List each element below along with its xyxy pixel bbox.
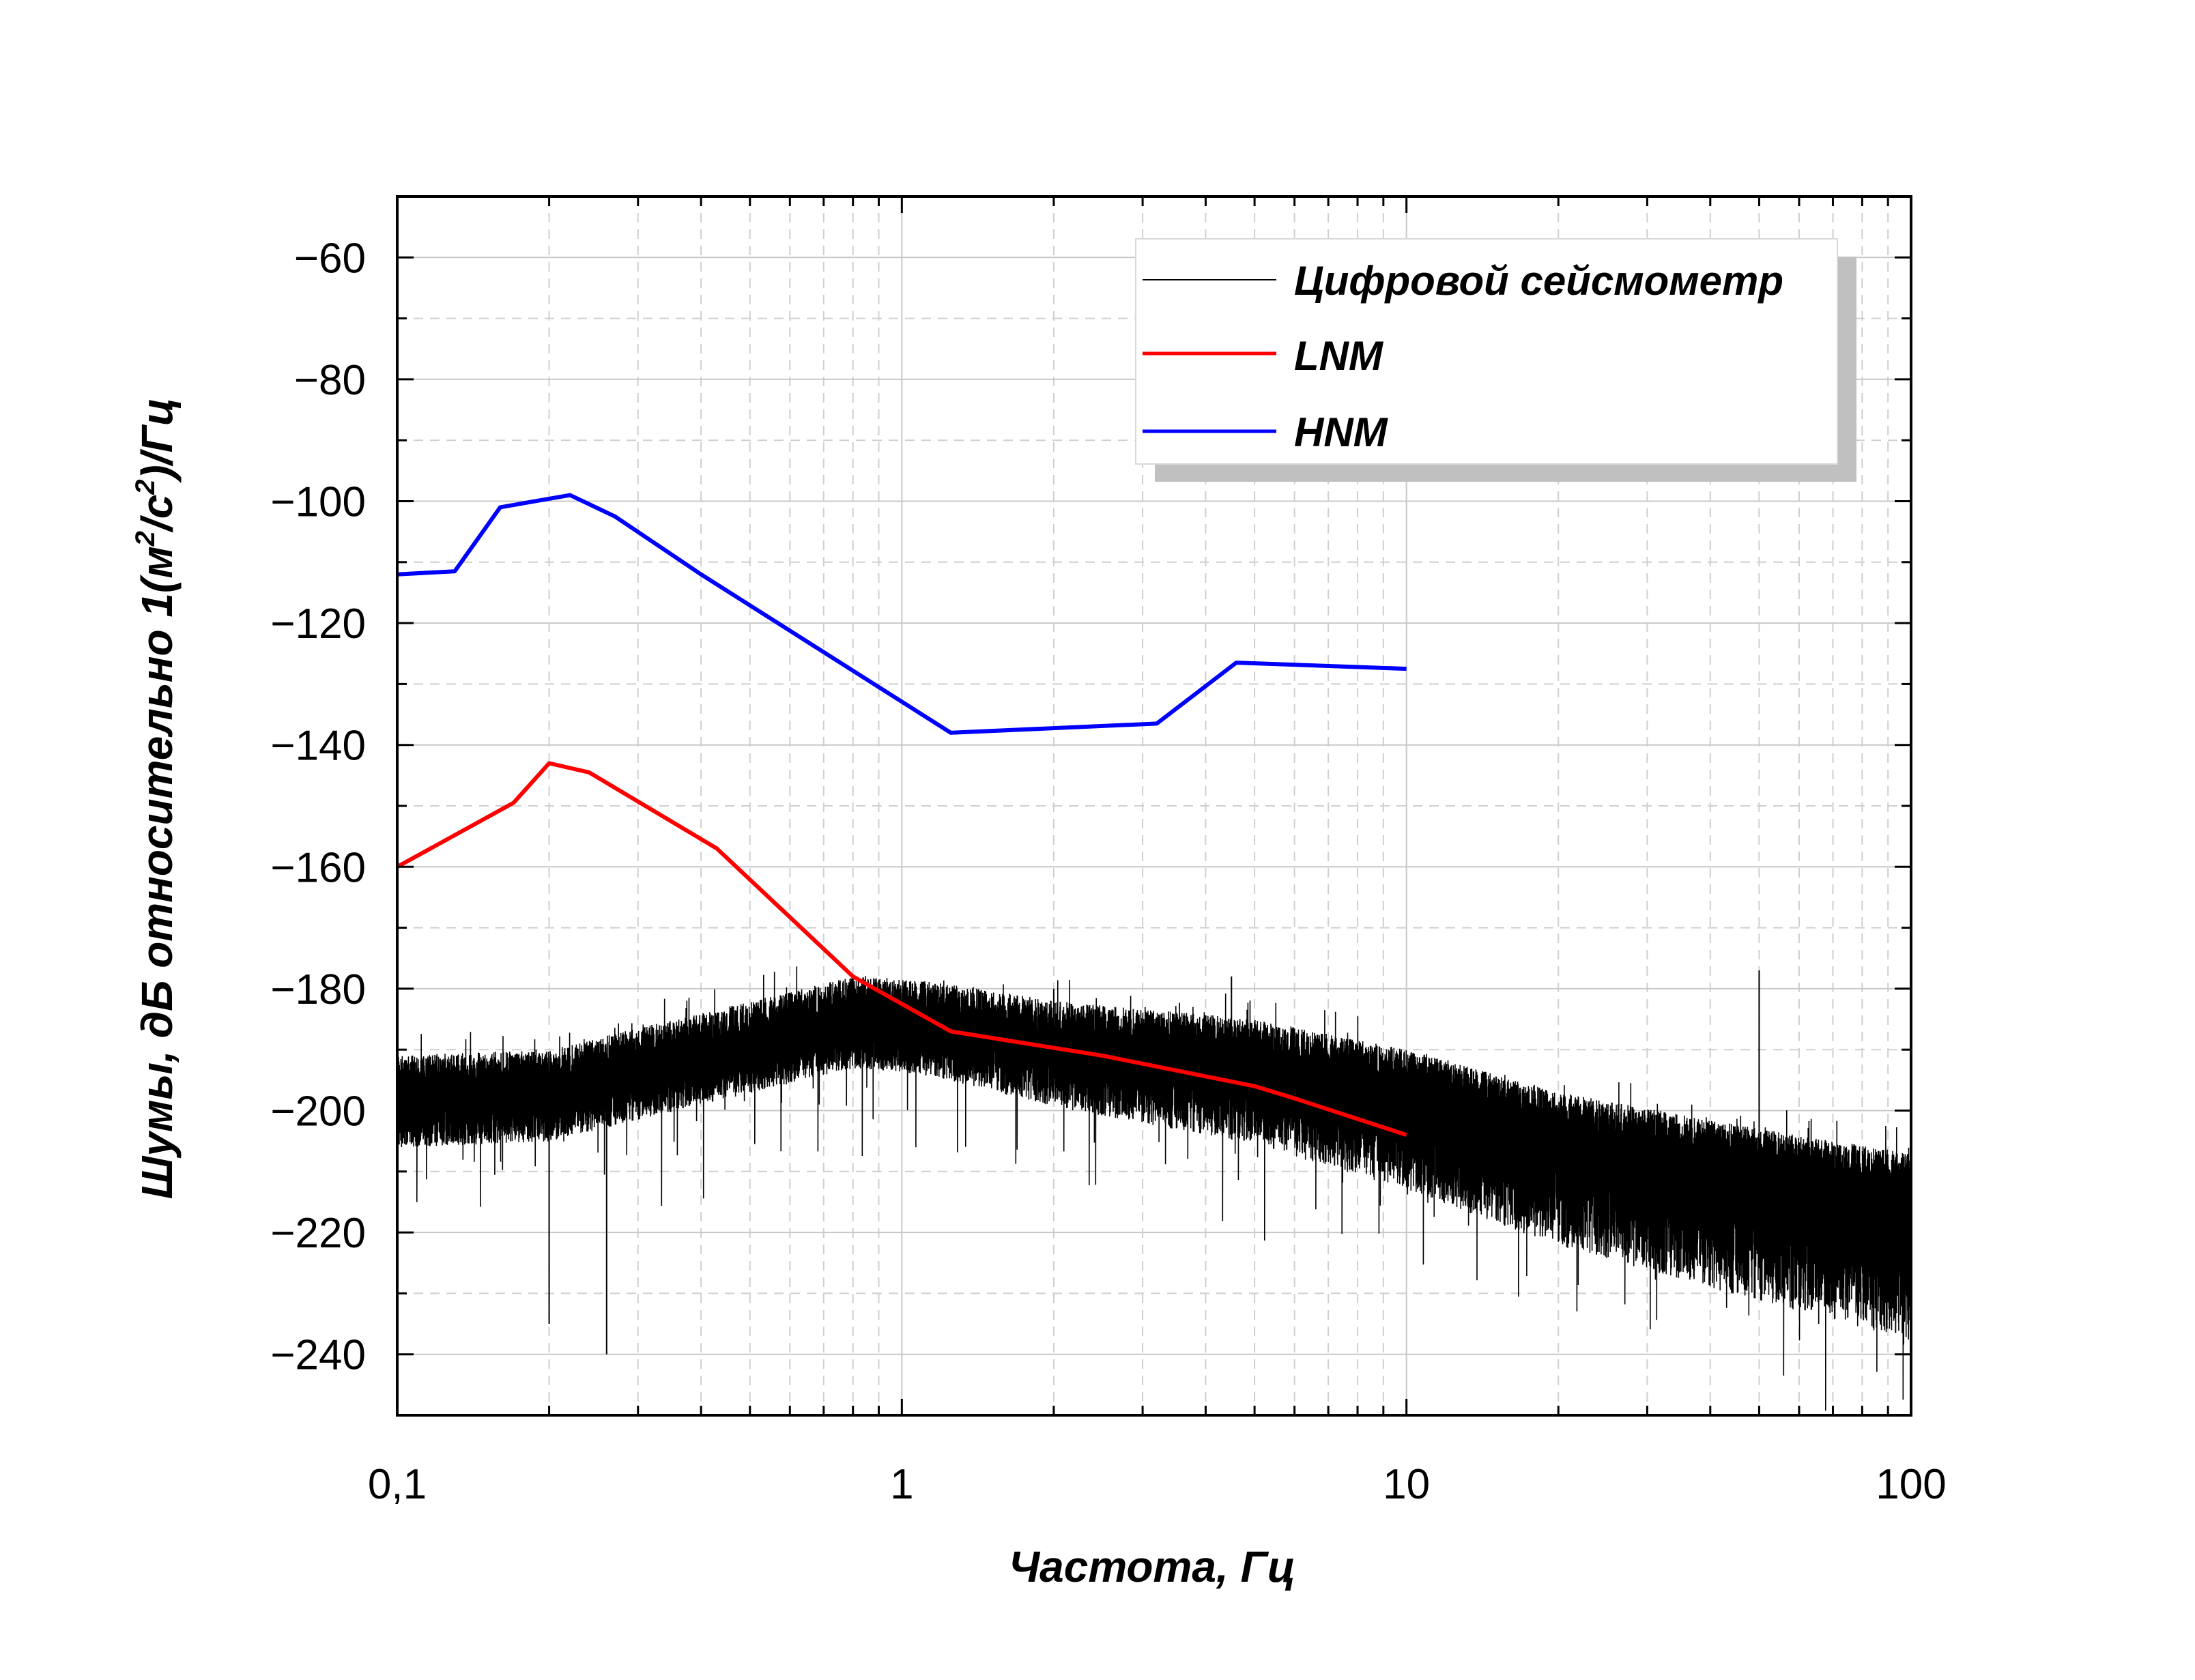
y-tick-label: −80 xyxy=(294,357,366,404)
legend-label-hnm: HNM xyxy=(1294,409,1389,455)
legend-label-lnm: LNM xyxy=(1294,333,1384,379)
legend-label-seismometer: Цифровой сейсмометр xyxy=(1294,258,1783,304)
x-tick-label: 10 xyxy=(1383,1461,1430,1508)
x-tick-label: 1 xyxy=(890,1461,913,1508)
y-tick-label: −120 xyxy=(270,600,366,648)
y-tick-label: −220 xyxy=(270,1210,366,1257)
y-axis-title-part2: /с xyxy=(132,495,182,533)
y-tick-label: −100 xyxy=(270,479,366,526)
x-tick-label: 100 xyxy=(1876,1461,1946,1508)
tick-labels: 0,1 1 10 100 −60 −80 −100 −120 −140 −160 −180 −200 −… xyxy=(270,235,1946,1508)
x-tick-label: 0,1 xyxy=(368,1461,427,1508)
x-axis-title: Частота, Гц xyxy=(1009,1542,1295,1591)
axis-ticks xyxy=(396,195,1912,1417)
y-tick-label: −140 xyxy=(270,723,366,770)
series-hnm-line xyxy=(397,493,1407,735)
y-axis-title-sup2: 2 xyxy=(130,479,160,495)
y-tick-label: −160 xyxy=(270,844,366,891)
y-axis-title-part1: Шумы, дБ относительно 1(м xyxy=(132,546,182,1199)
legend: Цифровой сейсмометр LNM HNM xyxy=(1135,238,1856,482)
series-lnm-line xyxy=(396,761,1407,1138)
y-tick-label: −60 xyxy=(294,235,366,282)
y-tick-label: −180 xyxy=(270,966,366,1013)
y-axis-title-part3: )/Гц xyxy=(132,398,182,484)
y-tick-label: −200 xyxy=(270,1088,366,1135)
series-seismometer-noise xyxy=(397,966,1912,1411)
y-axis-title: Шумы, дБ относительно 1(м2/с2)/Гц xyxy=(130,398,182,1200)
y-tick-label: −240 xyxy=(270,1332,366,1379)
y-axis-title-sup1: 2 xyxy=(130,531,160,547)
legend-box xyxy=(1135,238,1838,465)
plot-area xyxy=(396,493,1912,1411)
